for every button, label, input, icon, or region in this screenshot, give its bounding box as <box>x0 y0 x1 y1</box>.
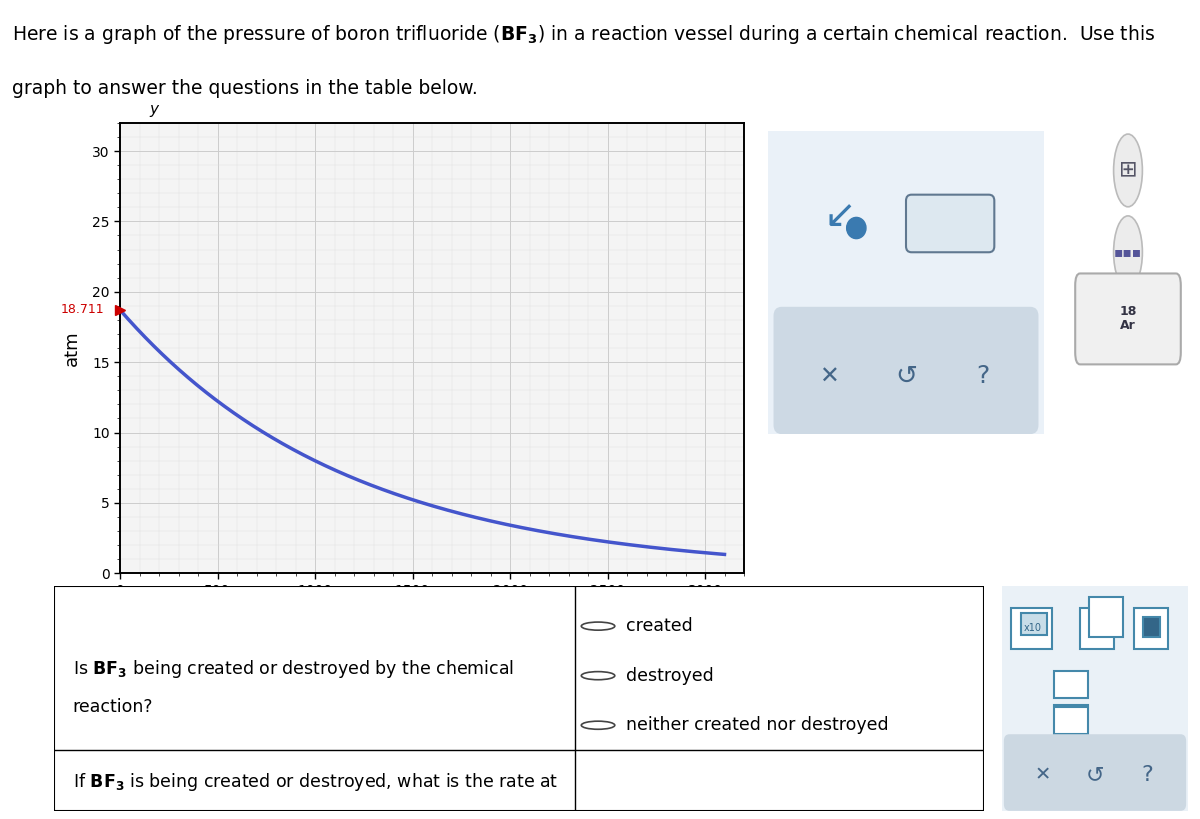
Text: x: x <box>751 590 761 605</box>
Text: ↺: ↺ <box>895 364 917 390</box>
Text: 18
Ar: 18 Ar <box>1120 305 1136 333</box>
Text: created: created <box>626 618 692 635</box>
Circle shape <box>1114 134 1142 207</box>
Text: neither created nor destroyed: neither created nor destroyed <box>626 717 888 734</box>
Text: ⊞: ⊞ <box>1118 161 1138 180</box>
Text: reaction?: reaction? <box>72 699 154 716</box>
Text: ?: ? <box>977 364 990 388</box>
Bar <box>1090 597 1123 637</box>
Text: x10: x10 <box>1024 623 1042 633</box>
Bar <box>1012 608 1052 649</box>
FancyBboxPatch shape <box>906 195 995 252</box>
Circle shape <box>581 672 614 680</box>
Text: ↙: ↙ <box>823 197 856 235</box>
Text: ↺: ↺ <box>1086 765 1104 785</box>
Bar <box>1054 672 1087 698</box>
FancyBboxPatch shape <box>774 307 1038 434</box>
Bar <box>1080 608 1114 649</box>
Circle shape <box>581 722 614 729</box>
Text: ✕: ✕ <box>818 364 839 388</box>
FancyBboxPatch shape <box>766 125 1046 440</box>
Bar <box>1020 613 1046 636</box>
Text: Here is a graph of the pressure of boron trifluoride $\mathbf{\left(BF_3\right)}: Here is a graph of the pressure of boron… <box>12 23 1156 46</box>
X-axis label: seconds: seconds <box>391 606 473 624</box>
Text: ?: ? <box>1141 765 1153 785</box>
Text: 18.711: 18.711 <box>61 303 104 316</box>
Text: ▪▪▪: ▪▪▪ <box>1114 245 1142 260</box>
Text: y: y <box>150 102 158 117</box>
Text: Is $\bf{BF_3}$ being created or destroyed by the chemical: Is $\bf{BF_3}$ being created or destroye… <box>72 658 514 680</box>
Text: If $\bf{BF_3}$ is being created or destroyed, what is the rate at: If $\bf{BF_3}$ is being created or destr… <box>72 771 558 793</box>
Bar <box>1144 618 1160 637</box>
Bar <box>1054 707 1087 734</box>
FancyBboxPatch shape <box>1004 734 1186 811</box>
Bar <box>1134 608 1168 649</box>
Y-axis label: atm: atm <box>62 330 80 366</box>
Circle shape <box>1114 216 1142 288</box>
FancyBboxPatch shape <box>1075 274 1181 364</box>
Circle shape <box>581 622 614 630</box>
Text: graph to answer the questions in the table below.: graph to answer the questions in the tab… <box>12 79 478 98</box>
Text: ✕: ✕ <box>1034 765 1051 785</box>
Text: destroyed: destroyed <box>626 667 714 685</box>
FancyBboxPatch shape <box>998 581 1192 816</box>
Circle shape <box>847 217 866 238</box>
